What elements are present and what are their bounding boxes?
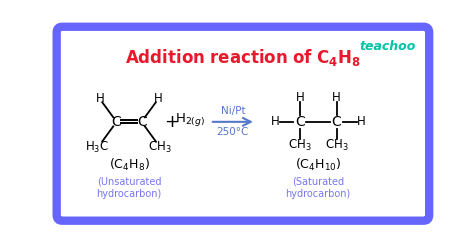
- Text: H: H: [356, 115, 365, 128]
- Text: H: H: [271, 115, 280, 128]
- Text: H: H: [332, 91, 341, 104]
- Text: C: C: [295, 115, 305, 129]
- Text: H: H: [154, 92, 163, 105]
- Text: (C$_4$H$_{10}$): (C$_4$H$_{10}$): [295, 156, 341, 172]
- Text: Ni/Pt: Ni/Pt: [220, 106, 245, 116]
- Text: C: C: [137, 115, 147, 129]
- Text: CH$_3$: CH$_3$: [325, 138, 348, 153]
- Text: teachoo: teachoo: [359, 40, 416, 53]
- FancyBboxPatch shape: [57, 27, 429, 221]
- Text: hydrocarbon): hydrocarbon): [286, 188, 351, 198]
- Text: C: C: [332, 115, 341, 129]
- Text: C: C: [111, 115, 121, 129]
- Text: H$_{2(g)}$: H$_{2(g)}$: [174, 111, 205, 128]
- Text: 250°C: 250°C: [217, 127, 249, 137]
- Text: CH$_3$: CH$_3$: [288, 138, 312, 153]
- Text: (C$_4$H$_8$): (C$_4$H$_8$): [109, 156, 149, 172]
- Text: H: H: [96, 92, 104, 105]
- Text: (Saturated: (Saturated: [292, 176, 344, 186]
- Text: +: +: [164, 113, 179, 131]
- Text: H: H: [295, 91, 304, 104]
- Text: (Unsaturated: (Unsaturated: [97, 176, 161, 186]
- Text: hydrocarbon): hydrocarbon): [96, 188, 162, 198]
- Text: $\mathbf{Addition\ reaction\ of\ C_4H_8}$: $\mathbf{Addition\ reaction\ of\ C_4H_8}…: [125, 47, 361, 68]
- Text: CH$_3$: CH$_3$: [148, 140, 172, 155]
- Text: H$_3$C: H$_3$C: [85, 140, 109, 155]
